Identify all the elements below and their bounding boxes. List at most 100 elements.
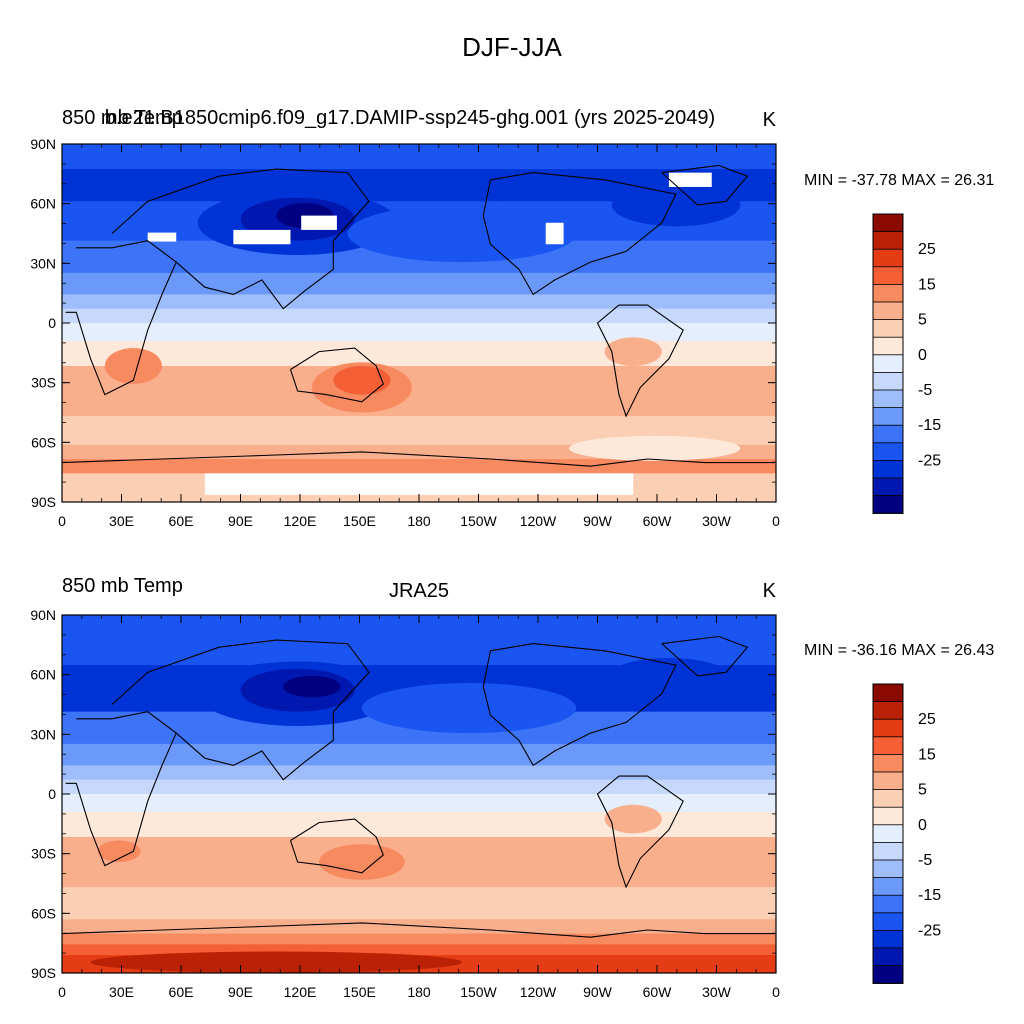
temperature-contour <box>104 348 162 384</box>
panel-model: 850 mb Temp b.e21.B1850cmip6.f09_g17.DAM… <box>30 107 994 529</box>
temperature-contour <box>611 183 741 227</box>
lat-tick-label: 60N <box>30 196 56 212</box>
temperature-band <box>62 794 776 813</box>
colorbar-label: 0 <box>918 817 927 834</box>
temperature-band <box>62 365 776 417</box>
colorbar-label: 5 <box>918 782 927 799</box>
colorbar-swatch <box>872 894 904 914</box>
lon-tick-label: 30W <box>702 513 732 529</box>
lon-tick-label: 60W <box>643 513 673 529</box>
lon-tick-label: 30E <box>109 513 134 529</box>
colorbar-swatch <box>872 424 904 444</box>
colorbar-swatch <box>872 319 904 338</box>
lat-tick-label: 30S <box>31 846 56 862</box>
colorbar-swatch <box>872 771 904 791</box>
colorbar-swatch <box>872 736 904 756</box>
lon-tick-label: 180 <box>407 513 431 529</box>
colorbar-label: -5 <box>918 382 932 399</box>
temperature-contour <box>283 675 341 698</box>
colorbar-label: 25 <box>918 711 936 728</box>
temperature-band <box>62 308 776 324</box>
lon-tick-label: 180 <box>407 984 431 1000</box>
colorbar-swatch <box>872 859 904 879</box>
temperature-contour <box>319 844 405 880</box>
coastline <box>661 635 749 677</box>
colorbar-swatch <box>872 389 904 409</box>
colorbar-swatch <box>872 301 904 321</box>
lon-tick-label: 120W <box>520 984 557 1000</box>
colorbar-label: 5 <box>918 312 927 329</box>
colorbar-label: -25 <box>918 452 941 469</box>
lon-axis: 0 30E 60E 90E 120E 150E 180 150W 120W 90W 60W 30W 0 <box>58 144 780 529</box>
colorbar-swatch <box>872 336 904 356</box>
colorbar-swatch <box>872 495 904 514</box>
temperature-band <box>62 944 776 956</box>
colorbar-swatch <box>872 877 904 896</box>
coastline <box>65 240 177 396</box>
colorbar-swatch <box>872 701 904 720</box>
lat-tick-label: 0 <box>48 786 56 802</box>
panel-left-title: 850 mb Temp <box>62 107 183 129</box>
colorbar-swatch <box>872 842 904 861</box>
colorbar-swatch <box>872 371 904 391</box>
temperature-band <box>62 323 776 342</box>
lon-tick-label: 0 <box>58 984 66 1000</box>
missing-data-region <box>233 229 291 245</box>
colorbar-swatch <box>872 459 904 479</box>
colorbar-label: 25 <box>918 241 936 258</box>
panel-units: K <box>763 109 777 131</box>
missing-data-region <box>301 215 337 230</box>
coastline <box>289 347 384 403</box>
lon-tick-label: 60W <box>643 984 673 1000</box>
colorbar-swatch <box>872 407 904 426</box>
lat-axis: 90N 60N 30N 0 30S 60S 90S <box>30 136 776 510</box>
temperature-contour <box>90 951 462 973</box>
colorbar-label: -5 <box>918 852 932 869</box>
temperature-band <box>62 933 776 945</box>
panel-units: K <box>763 580 777 602</box>
colorbar-swatch <box>872 266 904 286</box>
temperature-band <box>62 294 776 310</box>
lat-tick-label: 0 <box>48 315 56 331</box>
lat-axis: 90N 60N 30N 0 30S 60S 90S <box>30 607 776 981</box>
lon-tick-label: 150E <box>343 513 376 529</box>
colorbar-swatch <box>872 354 904 374</box>
colorbar-swatch <box>872 824 904 844</box>
lat-tick-label: 60S <box>31 905 56 921</box>
min-max-stats: MIN = -36.16 MAX = 26.43 <box>804 642 994 659</box>
colorbar-swatch <box>872 930 904 949</box>
coastline <box>482 643 677 767</box>
colorbar-swatch <box>872 248 904 268</box>
colorbar-swatch <box>872 965 904 984</box>
colorbar-swatch <box>872 213 904 233</box>
map-contour-field <box>62 144 776 502</box>
colorbar-label: 15 <box>918 746 936 763</box>
panel-reanalysis: 850 mb Temp JRA25 K 90N60N30N030S60S90S … <box>30 575 994 1000</box>
lon-tick-label: 90W <box>583 513 613 529</box>
lon-tick-label: 0 <box>58 513 66 529</box>
lon-tick-label: 150E <box>343 984 376 1000</box>
lon-tick-label: 30W <box>702 984 732 1000</box>
min-max-stats: MIN = -37.78 MAX = 26.31 <box>804 172 994 189</box>
colorbar-label: 15 <box>918 276 936 293</box>
colorbar-swatch <box>872 442 904 462</box>
coastline <box>111 639 370 781</box>
coastline <box>482 172 677 296</box>
missing-data-region <box>545 222 564 245</box>
temperature-band <box>62 887 776 920</box>
missing-data-region <box>147 232 177 242</box>
temperature-band <box>62 836 776 888</box>
colorbar-swatch <box>872 683 904 703</box>
temperature-band <box>62 779 776 795</box>
lon-tick-label: 120E <box>284 984 317 1000</box>
temperature-band <box>62 811 776 838</box>
lon-tick-label: 120E <box>284 513 317 529</box>
lon-tick-label: 90W <box>583 984 613 1000</box>
figure-title: DJF-JJA <box>462 32 562 62</box>
coastline <box>65 711 177 867</box>
coastline <box>661 164 749 206</box>
coastline <box>596 775 684 889</box>
temperature-band <box>62 919 776 935</box>
colorbar-label: 0 <box>918 347 927 364</box>
